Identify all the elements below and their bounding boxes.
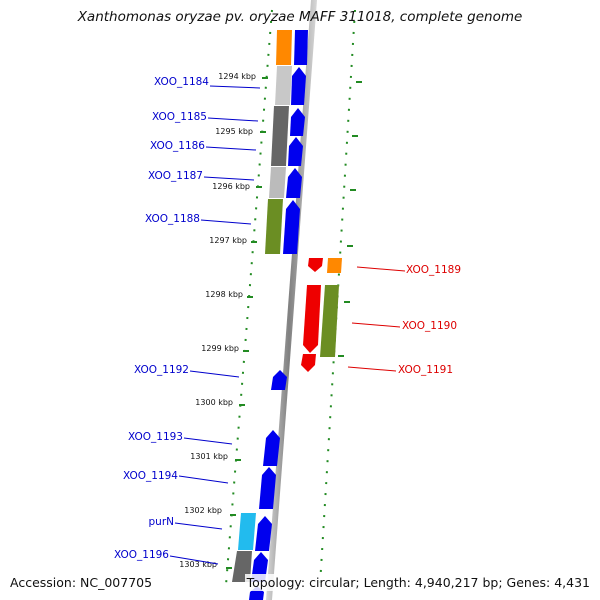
left-feature-track [232,30,292,582]
topology-text: Topology: circular; Length: 4,940,217 bp… [244,574,592,591]
forward-gene-arrow [255,516,272,551]
gene-label-xoo-1194[interactable]: XOO_1194 [123,470,178,482]
gene-label-xoo-1187[interactable]: XOO_1187 [148,170,203,182]
label-leader-line [200,219,252,225]
label-leader-line [207,117,259,122]
label-leader-line [203,176,255,181]
gray-segment [269,167,286,198]
kbp-label: 1300 kbp [195,398,233,407]
label-leader-line [351,322,401,328]
green-segment [265,199,283,254]
reverse-gene-arrow [301,354,316,372]
gene-label-xoo-1190[interactable]: XOO_1190 [402,320,457,332]
kbp-label: 1301 kbp [190,452,228,461]
forward-gene-arrow [259,467,276,509]
green-segment [320,285,339,357]
label-leader-line [183,437,233,445]
right-ticks [338,81,362,357]
kbp-label: 1298 kbp [205,290,243,299]
label-leader-line [347,366,397,372]
kbp-label: 1303 kbp [179,560,217,569]
gene-label-xoo-1196[interactable]: XOO_1196 [114,549,169,561]
forward-gene-arrow [288,137,303,166]
gene-label-xoo-1193[interactable]: XOO_1193 [128,431,183,443]
gene-label-xoo-1189[interactable]: XOO_1189 [406,264,461,276]
kbp-label: 1302 kbp [184,506,222,515]
accession-text: Accession: NC_007705 [8,574,155,591]
map-title: Xanthomonas oryzae pv. oryzae MAFF 31101… [77,9,523,25]
forward-gene-arrow [286,168,302,198]
label-leader-line [169,555,219,565]
gene-label-purn[interactable]: purN [149,516,175,528]
label-leader-line [205,146,257,151]
forward-gene-arrow [291,67,306,105]
reverse-gene-track [301,258,342,372]
gene-label-xoo-1184[interactable]: XOO_1184 [154,76,209,88]
forward-gene-arrow [271,370,287,390]
gene-label-xoo-1185[interactable]: XOO_1185 [152,111,207,123]
kbp-label: 1295 kbp [215,127,253,136]
forward-gene-arrow [294,30,308,65]
forward-gene-labels: XOO_1184 XOO_1185 XOO_1186 XOO_1187 XOO_… [114,76,261,565]
gray-segment [275,66,292,105]
label-leader-line [356,266,406,272]
gene-label-xoo-1191[interactable]: XOO_1191 [398,364,453,376]
genome-backbone [266,0,317,600]
forward-gene-arrow [283,200,300,254]
kbp-label: 1296 kbp [212,182,250,191]
kbp-labels: 1294 kbp 1295 kbp 1296 kbp 1297 kbp 1298… [179,72,256,569]
orange-segment [327,258,342,273]
left-ticks [226,77,268,569]
gene-label-xoo-1188[interactable]: XOO_1188 [145,213,200,225]
reverse-gene-arrow [303,285,321,353]
gene-label-xoo-1186[interactable]: XOO_1186 [150,140,205,152]
cyan-segment [238,513,256,550]
kbp-label: 1294 kbp [218,72,256,81]
label-leader-line [178,475,229,484]
gene-label-xoo-1192[interactable]: XOO_1192 [134,364,189,376]
kbp-label: 1297 kbp [209,236,247,245]
gray-segment [271,106,289,166]
label-leader-line [209,85,261,89]
kbp-label: 1299 kbp [201,344,239,353]
reverse-gene-labels: XOO_1189 XOO_1190 XOO_1191 [347,264,461,376]
forward-gene-arrow [263,430,280,466]
reverse-gene-arrow [308,258,323,272]
label-leader-line [174,522,223,530]
orange-segment [276,30,292,65]
forward-gene-arrow [290,108,305,136]
label-leader-line [189,370,240,378]
